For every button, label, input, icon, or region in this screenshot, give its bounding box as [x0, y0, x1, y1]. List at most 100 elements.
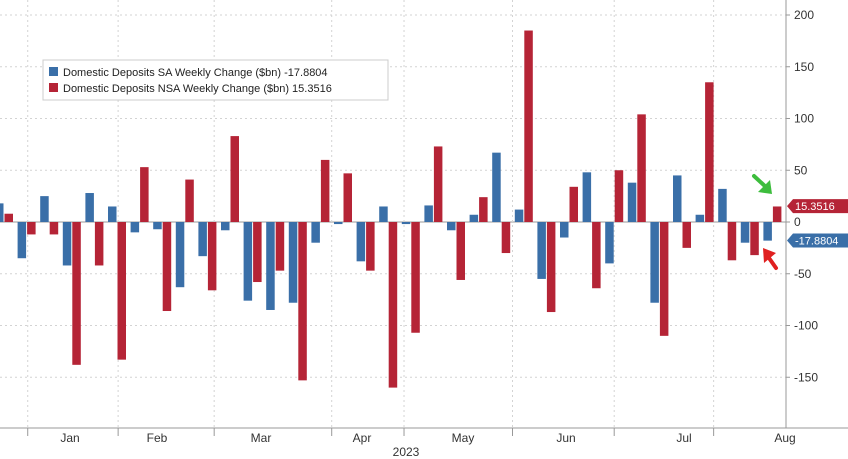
month-label: Jan: [60, 431, 79, 445]
nsa-bar: [253, 222, 262, 283]
year-label: 2023: [393, 445, 420, 459]
y-tick-label: 150: [794, 60, 814, 74]
sa-bar: [763, 222, 772, 241]
y-tick-label: -150: [794, 370, 818, 384]
month-label: Feb: [147, 431, 168, 445]
nsa-bar: [275, 222, 285, 271]
nsa-bar: [343, 173, 352, 222]
sa-bar: [288, 222, 298, 303]
nsa-bar: [27, 222, 36, 235]
sa-bar: [198, 222, 207, 257]
nsa-bar: [479, 197, 488, 222]
sa-bar: [221, 222, 230, 231]
y-tick-label: 100: [794, 112, 814, 126]
nsa-bar: [727, 222, 737, 261]
value-flag-label: 15.3516: [795, 201, 835, 213]
sa-bar: [537, 222, 546, 279]
nsa-bar: [501, 222, 511, 254]
sa-bar: [718, 188, 727, 222]
sa-bar: [153, 222, 162, 230]
red-arrow-shaft: [767, 256, 778, 270]
legend: Domestic Deposits SA Weekly Change ($bn)…: [42, 59, 389, 101]
nsa-bar: [117, 222, 126, 360]
month-label: Jul: [676, 431, 691, 445]
sa-bar: [243, 222, 253, 301]
nsa-bar: [705, 82, 714, 223]
nsa-bar: [94, 222, 104, 266]
red-arrow-head: [763, 248, 776, 263]
sa-bar: [379, 206, 388, 222]
nsa-bar: [456, 222, 465, 280]
nsa-bar: [592, 222, 601, 289]
sa-bar: [469, 214, 479, 222]
sa-bar: [334, 222, 343, 225]
nsa-bar: [659, 222, 669, 336]
nsa-bar: [388, 222, 398, 388]
y-tick-label: -50: [794, 267, 812, 281]
nsa-bar: [614, 170, 624, 222]
legend-swatch: [49, 67, 58, 76]
sa-bar: [447, 222, 456, 231]
month-label: Aug: [774, 431, 795, 445]
nsa-bar: [162, 222, 172, 312]
legend-entry: Domestic Deposits SA Weekly Change ($bn)…: [63, 67, 328, 79]
y-tick-label: -100: [794, 319, 818, 333]
sa-bar: [605, 222, 614, 264]
sa-bar: [356, 222, 366, 262]
y-tick-label: 50: [794, 163, 808, 177]
sa-bar: [40, 196, 49, 222]
sa-bar: [130, 222, 140, 233]
sa-bar: [108, 206, 117, 222]
sa-bar: [492, 152, 501, 222]
legend-box: [42, 59, 389, 101]
bars-layer: [0, 30, 782, 388]
nsa-bar: [682, 222, 691, 248]
nsa-bar: [546, 222, 556, 313]
annotations: [752, 174, 778, 270]
y-tick-label: 0: [794, 215, 801, 229]
nsa-bar: [49, 222, 59, 235]
red-arrow-icon: [763, 248, 778, 270]
sa-bar: [401, 222, 411, 225]
nsa-bar: [433, 146, 443, 222]
nsa-bar: [750, 222, 759, 256]
nsa-bar: [524, 30, 533, 223]
legend-entry: Domestic Deposits NSA Weekly Change ($bn…: [63, 83, 332, 95]
sa-bar: [0, 203, 4, 222]
nsa-bar: [772, 206, 782, 222]
value-flag: 15.3516: [787, 199, 848, 214]
nsa-bar: [366, 222, 375, 271]
sa-bar: [17, 222, 27, 259]
sa-bar: [673, 175, 682, 222]
nsa-bar: [140, 167, 149, 222]
value-flag-shape: [787, 233, 848, 248]
sa-bar: [560, 222, 569, 238]
sa-bar: [85, 193, 94, 222]
sa-bar: [311, 222, 320, 243]
nsa-bar: [320, 159, 330, 222]
sa-bar: [650, 222, 659, 303]
nsa-bar: [185, 179, 194, 222]
sa-bar: [514, 209, 524, 222]
nsa-bar: [637, 114, 646, 222]
sa-bar: [695, 214, 705, 222]
sa-bar: [627, 182, 637, 222]
nsa-bar: [72, 222, 81, 365]
sa-bar: [582, 172, 592, 222]
value-flag-label: -17.8804: [795, 236, 838, 248]
green-arrow-head: [758, 180, 772, 194]
sa-bar: [175, 222, 185, 288]
nsa-bar: [569, 186, 578, 222]
green-arrow-icon: [752, 174, 772, 194]
month-label: May: [452, 431, 475, 445]
nsa-bar: [411, 222, 420, 333]
sa-bar: [266, 222, 275, 310]
month-label: Mar: [251, 431, 272, 445]
y-tick-label: 200: [794, 8, 814, 22]
nsa-bar: [298, 222, 307, 381]
sa-bar: [740, 222, 750, 243]
month-label: Jun: [556, 431, 575, 445]
